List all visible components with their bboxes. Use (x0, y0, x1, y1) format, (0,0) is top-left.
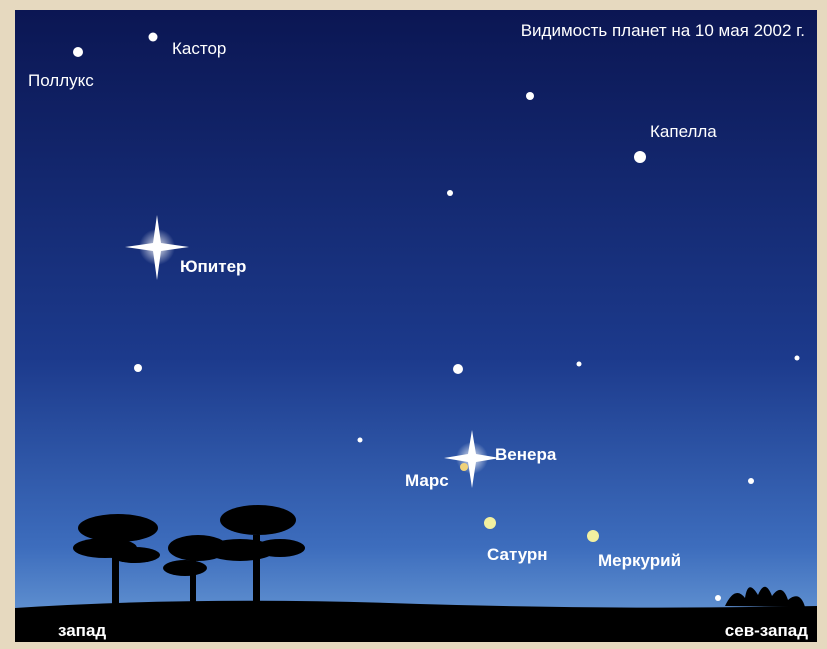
star (453, 364, 463, 374)
mars (460, 463, 468, 471)
star (576, 361, 582, 367)
star (526, 92, 534, 100)
mercury (587, 530, 599, 542)
star-label: Поллукс (28, 71, 94, 90)
star (447, 190, 453, 196)
star (148, 32, 158, 42)
title: Видимость планет на 10 мая 2002 г. (521, 21, 805, 40)
star-label: Кастор (172, 39, 226, 58)
planet-label: Венера (495, 445, 557, 464)
star (634, 151, 646, 163)
saturn (484, 517, 496, 529)
star (748, 478, 754, 484)
star (134, 364, 142, 372)
direction-label: сев-запад (725, 621, 808, 640)
jupiter-sparkle (125, 215, 189, 280)
direction-label: запад (58, 621, 106, 640)
planet-label: Юпитер (180, 257, 246, 276)
planet-label: Меркурий (598, 551, 681, 570)
star (794, 355, 800, 361)
planet-label: Сатурн (487, 545, 548, 564)
stars (73, 32, 800, 601)
planet-label: Марс (405, 471, 449, 490)
star (357, 437, 363, 443)
star-label: Капелла (650, 122, 717, 141)
star (73, 47, 83, 57)
ground (15, 505, 817, 642)
star (715, 595, 721, 601)
